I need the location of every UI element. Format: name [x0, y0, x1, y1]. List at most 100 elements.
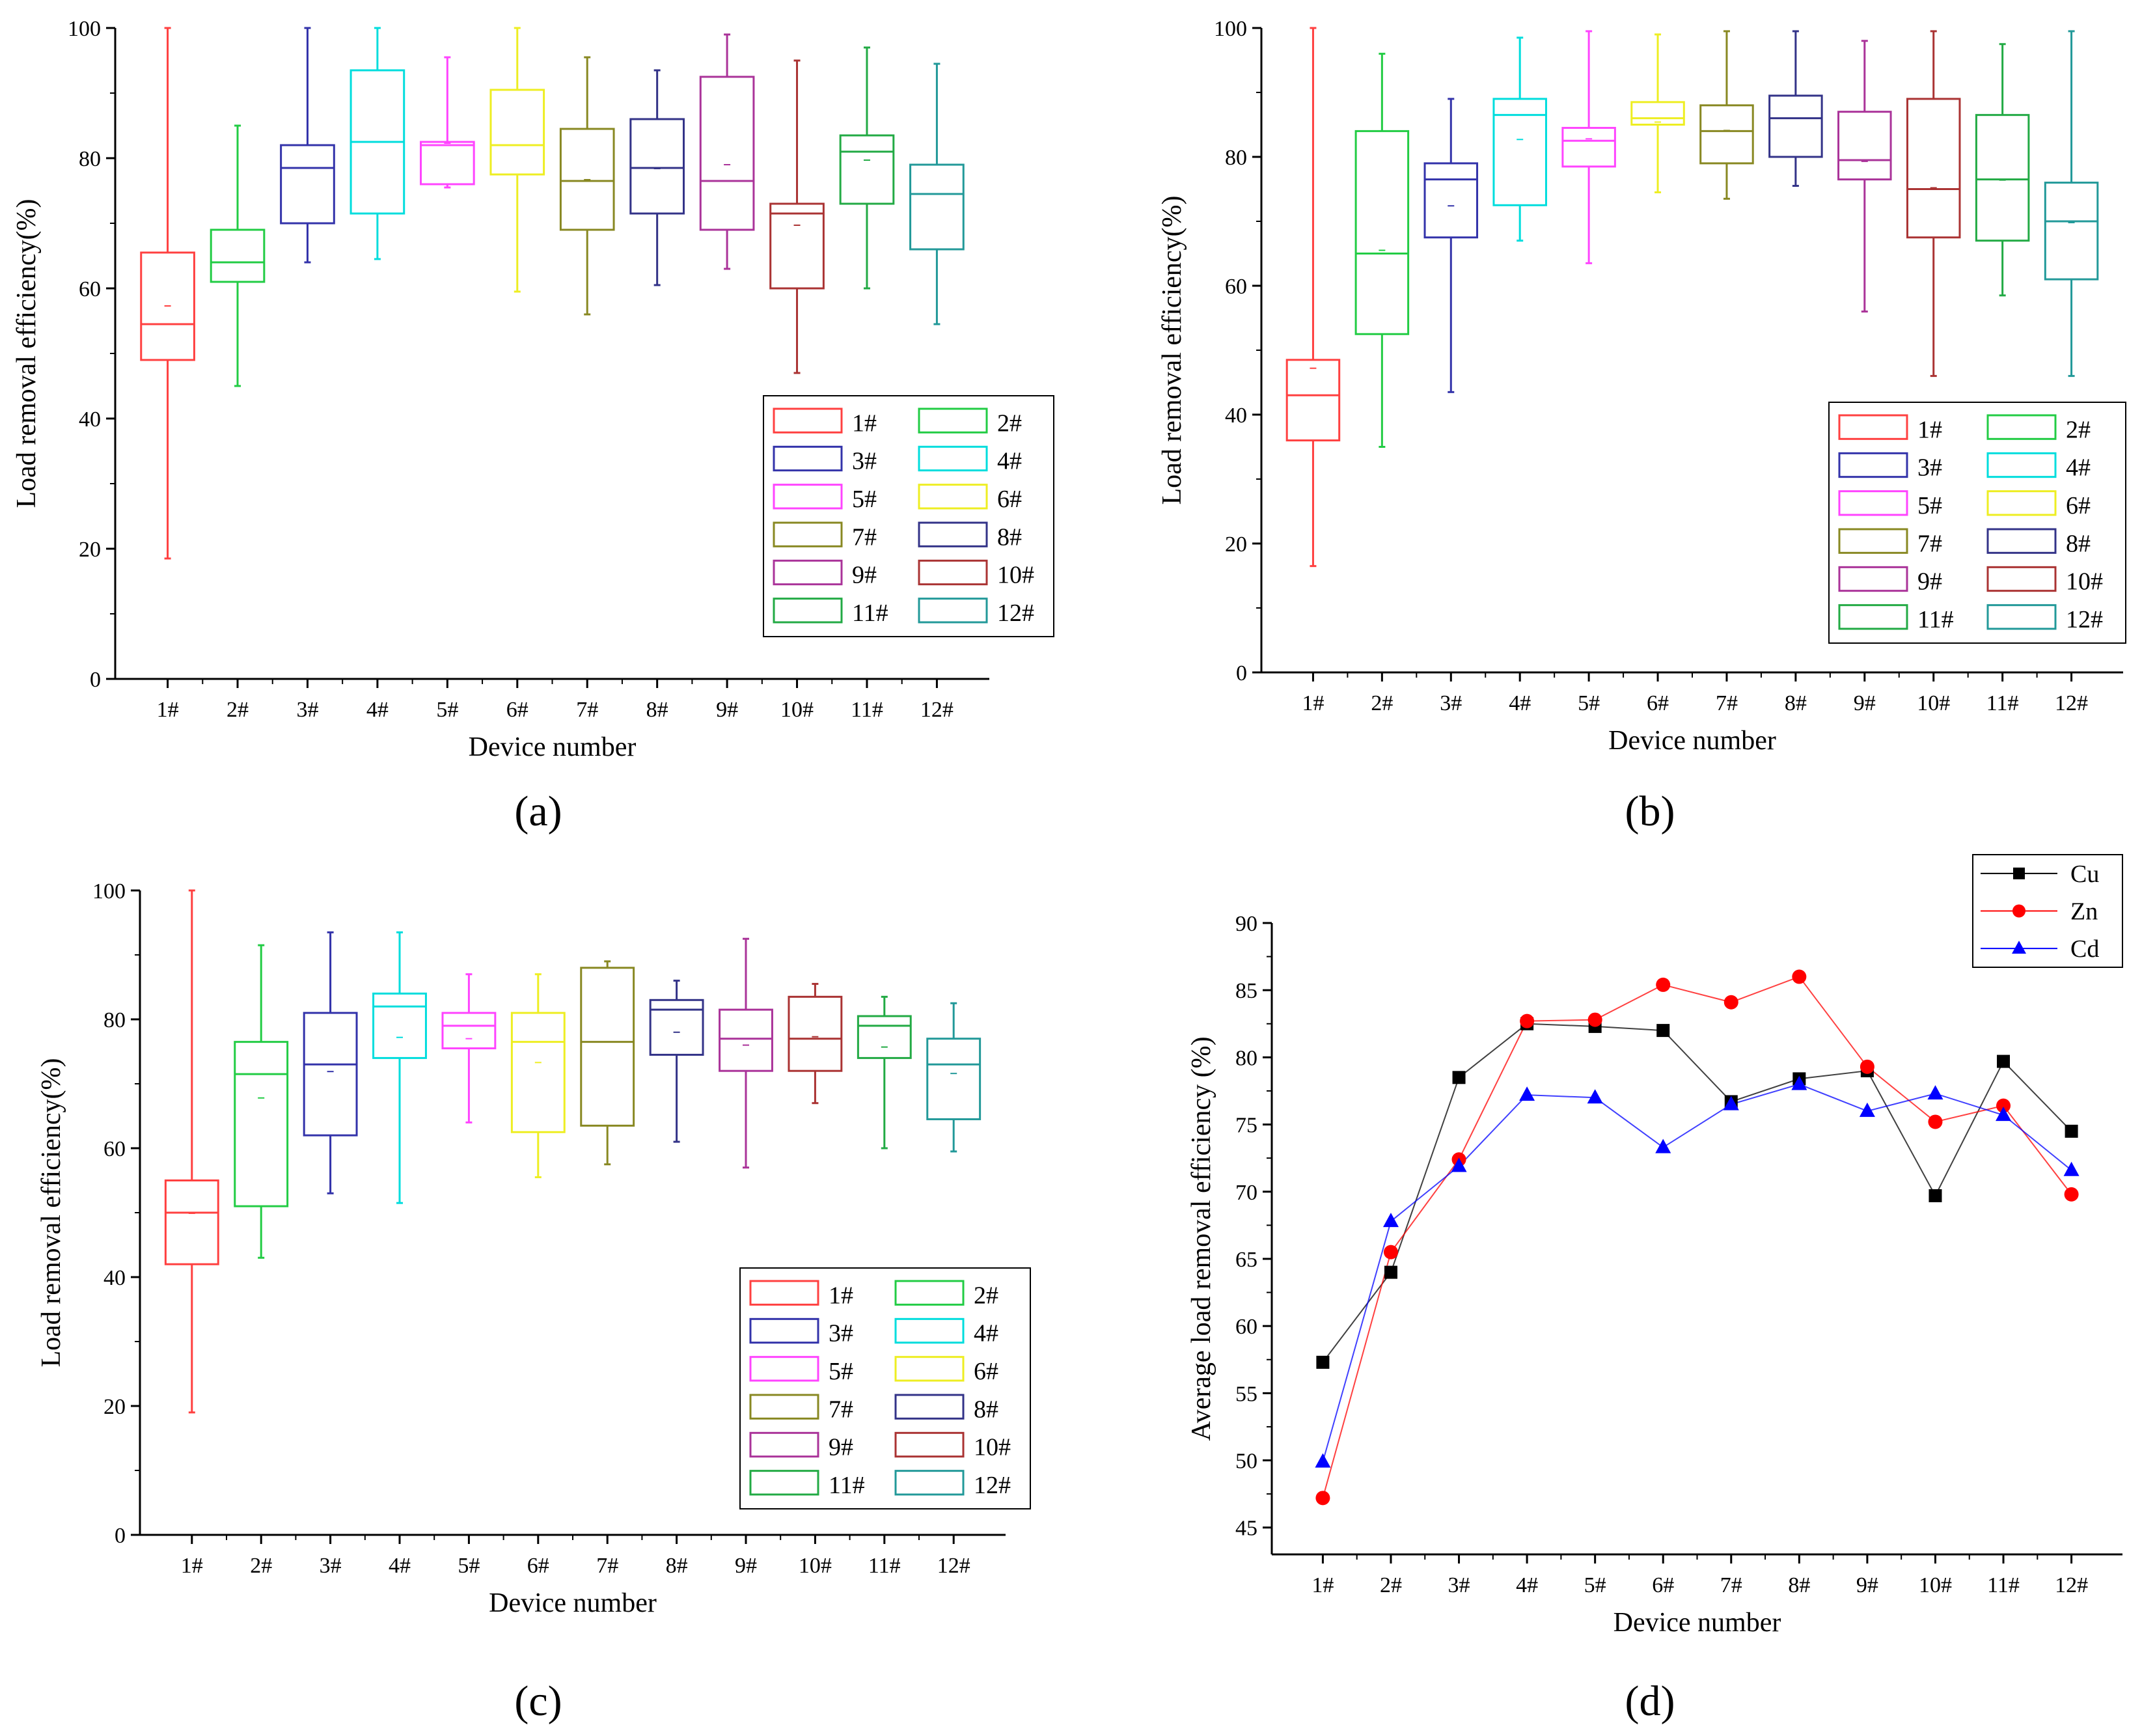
x-tick-label: 5# — [458, 1554, 480, 1578]
legend-label: 1# — [852, 409, 877, 437]
point-Cd — [1996, 1107, 2012, 1122]
box-rect — [420, 141, 475, 186]
x-tick-label: 9# — [1854, 691, 1876, 715]
point-Zn — [1520, 1013, 1535, 1028]
x-tick-label: 9# — [735, 1554, 757, 1578]
legend-swatch — [918, 407, 988, 434]
y-tick-label: 80 — [1225, 146, 1247, 170]
x-tick-label: 3# — [320, 1554, 342, 1578]
y-axis-title: Load removal efficiency(%) — [36, 1058, 66, 1368]
legend-swatch — [1838, 604, 1908, 630]
x-tick-label: 11# — [1986, 691, 2019, 715]
legend-box — [1828, 402, 2126, 644]
legend-label: 12# — [974, 1472, 1011, 1499]
x-tick-label: 4# — [366, 698, 389, 722]
point-Cd — [1859, 1102, 1875, 1117]
legend-swatch — [894, 1394, 965, 1420]
x-tick-label: 10# — [799, 1554, 832, 1578]
y-tick-label: 50 — [1235, 1450, 1257, 1474]
series-line-Cd — [1322, 1083, 2072, 1462]
series-line-Cu — [1322, 1023, 2072, 1363]
point-Cd — [2063, 1161, 2080, 1176]
legend-label: Zn — [2070, 898, 2098, 926]
legend-label: 11# — [1917, 606, 1954, 633]
point-Cu — [1384, 1265, 1397, 1279]
legend-label: 6# — [2066, 492, 2091, 519]
box-rect — [280, 144, 335, 225]
legend-swatch — [773, 484, 843, 510]
box-rect — [857, 1015, 912, 1059]
x-tick-label: 8# — [666, 1554, 688, 1578]
legend-label: 1# — [829, 1282, 853, 1309]
x-tick-label: 3# — [296, 698, 318, 722]
legend-marker — [2013, 867, 2025, 879]
box-rect — [788, 995, 843, 1072]
box-rect — [2044, 182, 2099, 281]
y-tick-label: 55 — [1235, 1382, 1257, 1406]
x-axis-title: Device number — [1613, 1608, 1781, 1638]
y-tick-label: 20 — [1225, 532, 1247, 557]
x-tick-label: 12# — [2055, 691, 2088, 715]
legend-swatch — [894, 1470, 965, 1496]
y-tick-label: 40 — [1225, 404, 1247, 428]
legend-label: 10# — [974, 1434, 1011, 1461]
legend-swatch — [1838, 566, 1908, 592]
legend-label: 3# — [1917, 454, 1942, 482]
legend-label: 2# — [997, 409, 1022, 437]
point-Cd — [1655, 1138, 1671, 1153]
y-tick-label: 20 — [103, 1395, 126, 1419]
legend-swatch — [749, 1356, 819, 1382]
point-Cd — [1519, 1086, 1535, 1101]
box-rect — [1492, 98, 1547, 206]
legend-label: Cu — [2070, 861, 2099, 888]
box-rect — [699, 76, 755, 231]
point-Cu — [1929, 1189, 1942, 1202]
legend-swatch — [918, 445, 988, 472]
panel-b-label: (b) — [1625, 788, 1675, 835]
x-tick-label: 12# — [937, 1554, 970, 1578]
legend-swatch — [918, 559, 988, 586]
x-tick-label: 8# — [1788, 1573, 1810, 1597]
chart-panel-d: 45 50 55 60 65 70 75 80 85 90 1# 2# 3# 4# 5# 6# 7# 8# 9# 10… — [1187, 854, 2123, 1638]
box-rect — [303, 1012, 358, 1137]
x-tick-label: 1# — [157, 698, 179, 722]
y-tick-label: 80 — [103, 1008, 126, 1032]
y-tick-label: 100 — [1214, 17, 1247, 41]
legend-swatch — [773, 407, 843, 434]
point-Cu — [2065, 1124, 2078, 1138]
y-tick-label: 90 — [1235, 912, 1257, 936]
point-Cd — [1791, 1075, 1807, 1090]
point-Cu — [1452, 1071, 1466, 1084]
legend-label: 8# — [2066, 530, 2091, 557]
y-tick-label: 40 — [79, 407, 101, 432]
legend-label: 8# — [974, 1396, 998, 1423]
legend-label: 6# — [974, 1358, 998, 1385]
legend-label: Cd — [2070, 935, 2099, 963]
legend-label: 2# — [974, 1282, 998, 1309]
y-tick-label: 70 — [1235, 1181, 1257, 1205]
y-axis-title: Average load removal efficiency (%) — [1187, 1036, 1216, 1440]
legend-swatch — [773, 598, 843, 624]
y-tick-label: 60 — [79, 277, 101, 301]
box-rect — [1837, 111, 1892, 181]
box-rect — [1699, 104, 1754, 165]
x-tick-label: 6# — [1652, 1573, 1674, 1597]
box-rect — [769, 202, 825, 290]
x-tick-label: 10# — [1919, 1573, 1952, 1597]
x-tick-label: 7# — [1716, 691, 1738, 715]
legend-swatch — [1986, 528, 2057, 554]
y-tick-label: 100 — [92, 879, 126, 903]
legend-label: 8# — [997, 523, 1022, 551]
x-tick-label: 1# — [1311, 1573, 1334, 1597]
x-tick-label: 6# — [527, 1554, 549, 1578]
chart-panel-b: 0 20 40 60 80 100 1# 2# 3# 4# 5# 6# 7# 8# 9# 10# 11# 12# D… — [1157, 17, 2126, 756]
legend-label: 9# — [852, 562, 877, 589]
legend-label: 10# — [2066, 568, 2103, 596]
y-tick-label: 45 — [1235, 1517, 1257, 1541]
y-tick-label: 65 — [1235, 1248, 1257, 1272]
legend-swatch — [749, 1470, 819, 1496]
legend-label: 3# — [829, 1320, 853, 1347]
x-tick-label: 6# — [506, 698, 529, 722]
box-rect — [926, 1038, 982, 1120]
